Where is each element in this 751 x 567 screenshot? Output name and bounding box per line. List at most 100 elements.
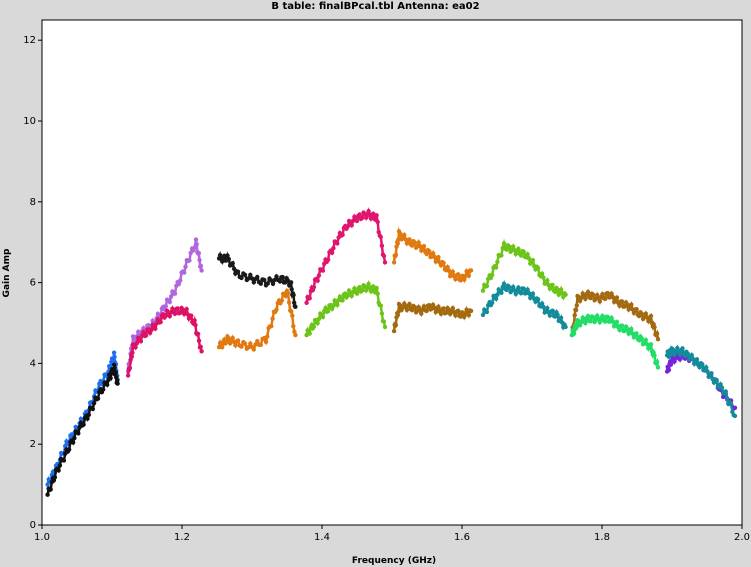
x-tick-label: 1.6 [454, 532, 470, 543]
data-point [311, 284, 317, 290]
data-point [714, 377, 719, 383]
data-point [732, 413, 738, 419]
data-point [357, 212, 362, 217]
data-point [634, 331, 639, 336]
data-point [293, 332, 298, 338]
data-point [265, 281, 270, 286]
data-point [182, 270, 187, 275]
series-1 [45, 362, 120, 497]
data-point [484, 283, 490, 289]
data-point [395, 241, 400, 246]
data-point [490, 272, 495, 278]
data-point [255, 274, 260, 280]
data-point [703, 365, 709, 370]
data-point [178, 310, 183, 315]
data-point [572, 313, 577, 318]
data-point [609, 315, 614, 321]
data-point [56, 468, 61, 473]
data-point [371, 284, 376, 289]
data-point [591, 292, 596, 298]
data-point [81, 422, 86, 427]
data-point [634, 307, 639, 312]
data-point [495, 292, 500, 297]
data-point [72, 435, 77, 441]
data-point [253, 342, 258, 347]
x-tick-label: 1.4 [314, 532, 330, 543]
data-point [379, 311, 385, 316]
data-point [86, 412, 92, 417]
data-point [398, 231, 403, 236]
data-point [525, 287, 530, 292]
data-point [189, 313, 194, 318]
data-point [129, 354, 134, 359]
data-point [507, 244, 512, 249]
series-9 [391, 299, 474, 334]
data-point [600, 313, 605, 319]
y-tick-label: 8 [30, 197, 36, 208]
data-point [416, 305, 421, 310]
data-point [547, 313, 553, 318]
data-point [631, 310, 637, 316]
data-point [293, 304, 298, 309]
data-point [197, 257, 202, 263]
data-point [280, 274, 285, 280]
data-point [188, 250, 193, 256]
data-point [249, 276, 255, 281]
data-point [316, 316, 322, 322]
data-point [345, 224, 350, 229]
data-point [391, 328, 397, 334]
data-point [274, 307, 279, 312]
series-10 [480, 238, 568, 302]
data-point [585, 289, 591, 295]
data-point [438, 311, 444, 316]
data-point [354, 218, 360, 224]
data-point [441, 306, 446, 311]
data-point [360, 288, 365, 293]
data-point [583, 296, 588, 302]
data-point [654, 359, 660, 364]
data-point [541, 304, 546, 309]
data-point [176, 281, 182, 287]
data-point [235, 269, 241, 274]
data-point [230, 261, 235, 266]
data-point [138, 339, 144, 344]
series-5 [216, 287, 298, 352]
data-point [269, 278, 274, 283]
data-point [167, 299, 172, 305]
data-point [412, 240, 417, 245]
data-point [574, 303, 579, 308]
y-axis: 0 2 4 6 8 10 12 [23, 35, 42, 531]
data-point [648, 313, 654, 319]
series-group [45, 207, 738, 497]
data-point [558, 315, 564, 320]
data-point [289, 309, 294, 314]
data-point [675, 345, 680, 351]
data-point [409, 243, 415, 248]
data-point [545, 278, 550, 283]
data-point [382, 324, 388, 330]
data-point [427, 303, 432, 308]
data-point [199, 349, 204, 354]
x-tick-label: 2.0 [734, 532, 750, 543]
data-point [375, 219, 380, 225]
data-point [329, 250, 335, 255]
data-point [325, 257, 331, 262]
data-point [718, 382, 723, 387]
data-point [605, 314, 610, 320]
data-point [605, 290, 610, 296]
data-point [535, 297, 541, 302]
data-point [378, 303, 383, 308]
data-point [571, 331, 577, 336]
data-point [291, 323, 296, 329]
data-point [614, 319, 620, 325]
data-point [226, 336, 231, 341]
data-point [462, 277, 467, 282]
series-7 [304, 279, 388, 338]
data-point [583, 320, 588, 326]
data-point [251, 280, 256, 285]
data-point [242, 272, 248, 277]
data-point [629, 326, 634, 332]
data-point [468, 308, 474, 314]
data-point [251, 347, 256, 352]
data-point [424, 308, 429, 314]
